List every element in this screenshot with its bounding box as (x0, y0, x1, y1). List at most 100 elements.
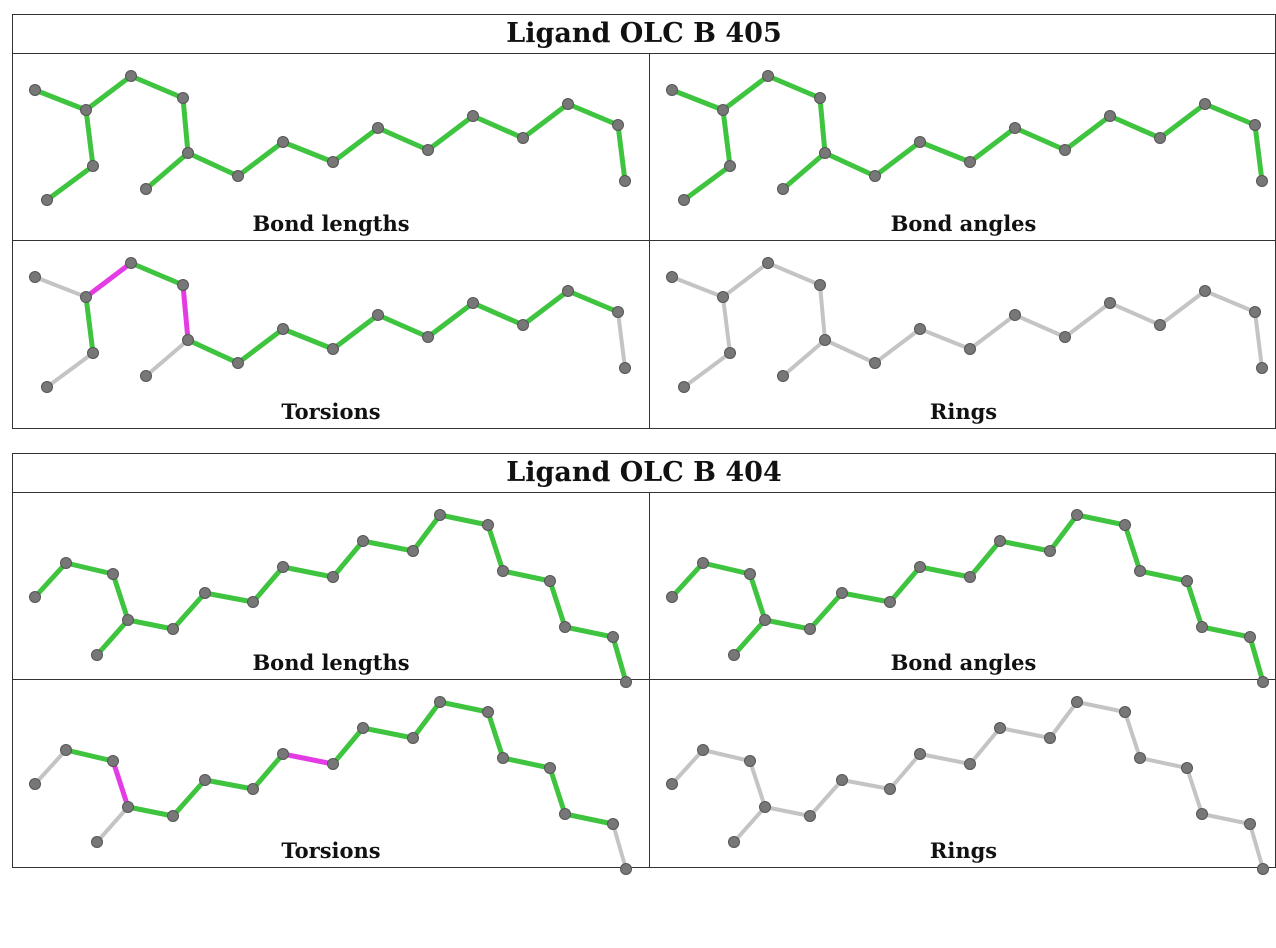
bond (360, 725, 416, 741)
atom (517, 319, 529, 331)
bond (83, 107, 96, 169)
atom (804, 623, 816, 635)
atom (1134, 565, 1146, 577)
atom (869, 170, 881, 182)
bond (235, 139, 286, 179)
bond (780, 150, 828, 192)
bond (44, 163, 96, 203)
atom (327, 571, 339, 583)
bond (500, 755, 553, 771)
atom (277, 748, 289, 760)
panel-caption: Torsions (281, 399, 381, 424)
bond (170, 590, 208, 632)
bond (1074, 512, 1128, 528)
atom (562, 285, 574, 297)
atom (87, 160, 99, 172)
atom (167, 623, 179, 635)
atom (107, 568, 119, 580)
atom (759, 614, 771, 626)
bond (615, 122, 628, 184)
bond (500, 568, 553, 584)
bond (1047, 512, 1080, 554)
atom (717, 104, 729, 116)
bond (33, 748, 68, 786)
bond (1048, 700, 1079, 740)
bond (45, 351, 95, 389)
atom (994, 535, 1006, 547)
atom (612, 119, 624, 131)
atom (357, 535, 369, 547)
atom (666, 271, 678, 283)
atom (1044, 545, 1056, 557)
panel-bond-angles: Bond angles (650, 54, 1276, 241)
bond (872, 139, 923, 179)
bond (180, 95, 191, 156)
atom (327, 156, 339, 168)
bond (967, 538, 1003, 580)
bond (185, 337, 241, 366)
atom (1199, 98, 1211, 110)
atom (994, 722, 1006, 734)
atom (122, 801, 134, 813)
bond (565, 101, 621, 128)
atom (277, 561, 289, 573)
bond (1062, 113, 1113, 153)
bond (670, 748, 705, 786)
bond (280, 564, 336, 580)
bond (410, 512, 443, 554)
bond (32, 87, 89, 113)
bond (669, 87, 726, 113)
bond (565, 288, 621, 315)
atom (327, 758, 339, 770)
bond (95, 805, 130, 844)
atom (1119, 519, 1131, 531)
bond (700, 560, 753, 577)
bond (330, 725, 366, 767)
atom (1059, 331, 1071, 343)
bond (1203, 289, 1257, 314)
bond (185, 150, 241, 179)
bond (330, 538, 366, 580)
atom (869, 357, 881, 369)
molecule-diagram (666, 696, 1269, 875)
bond (748, 759, 767, 809)
atom (678, 381, 690, 393)
atom (422, 144, 434, 156)
atom (125, 257, 137, 269)
atom (41, 381, 53, 393)
atom (914, 748, 926, 760)
bond (917, 564, 973, 580)
bond (1107, 113, 1163, 141)
bond (840, 778, 892, 791)
molecule-diagram (666, 70, 1268, 206)
bond (1158, 289, 1207, 327)
bond (807, 590, 845, 632)
atom (1249, 119, 1261, 131)
bond (1137, 568, 1190, 584)
atom (177, 279, 189, 291)
bond (682, 351, 732, 389)
atom (29, 591, 41, 603)
bond (997, 538, 1053, 554)
bond (280, 751, 336, 767)
bond (1185, 766, 1204, 816)
bond (143, 150, 191, 192)
bond (375, 125, 431, 153)
bond (32, 560, 69, 600)
atom (29, 778, 41, 790)
bond (721, 295, 732, 355)
atom (1104, 297, 1116, 309)
atom (247, 783, 259, 795)
atom (607, 818, 619, 830)
atom (1071, 696, 1083, 708)
atom (762, 257, 774, 269)
bond (250, 751, 286, 792)
panel-caption: Bond angles (890, 211, 1037, 236)
panel-caption: Rings (929, 399, 998, 424)
bond (202, 590, 256, 605)
atom (1059, 144, 1071, 156)
atom (544, 762, 556, 774)
atom (914, 136, 926, 148)
atom (914, 561, 926, 573)
atom (107, 755, 119, 767)
